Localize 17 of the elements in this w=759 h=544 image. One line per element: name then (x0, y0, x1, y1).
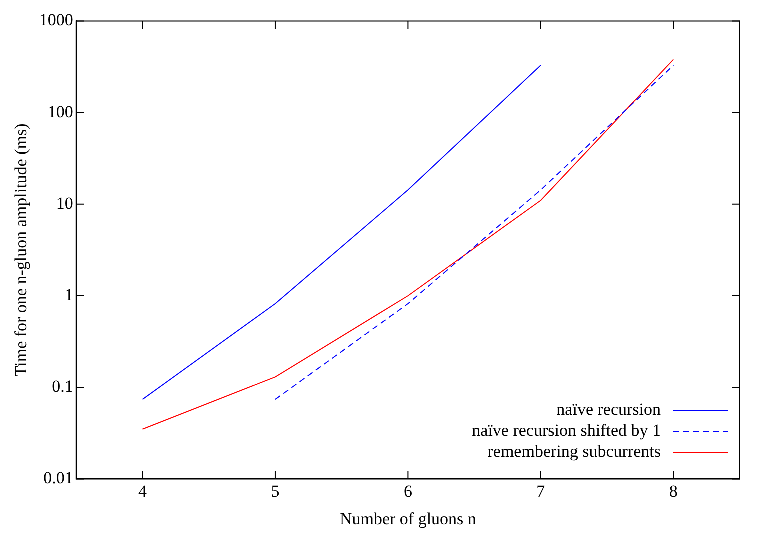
y-tick-label: 0.01 (44, 468, 74, 488)
y-tick-label: 10 (56, 194, 74, 213)
y-tick-label: 1 (64, 285, 74, 304)
legend-label: naïve recursion shifted by 1 (472, 421, 661, 440)
x-tick-label: 4 (138, 482, 148, 501)
legend-label: remembering subcurrents (488, 442, 661, 462)
line-series (274, 65, 674, 400)
y-tick-label: 0.1 (52, 377, 74, 396)
x-axis-title: Number of gluons n (340, 509, 477, 528)
legend-label: naïve recursion (556, 400, 662, 420)
y-tick-label: 100 (48, 102, 74, 122)
x-tick-label: 8 (669, 482, 678, 501)
x-tick-label: 7 (536, 482, 546, 501)
y-tick-label: 1000 (39, 10, 74, 30)
y-axis-title: Time for one n-gluon amplitude (ms) (12, 124, 31, 377)
x-tick-label: 6 (404, 482, 412, 501)
x-tick-label: 5 (271, 482, 280, 501)
